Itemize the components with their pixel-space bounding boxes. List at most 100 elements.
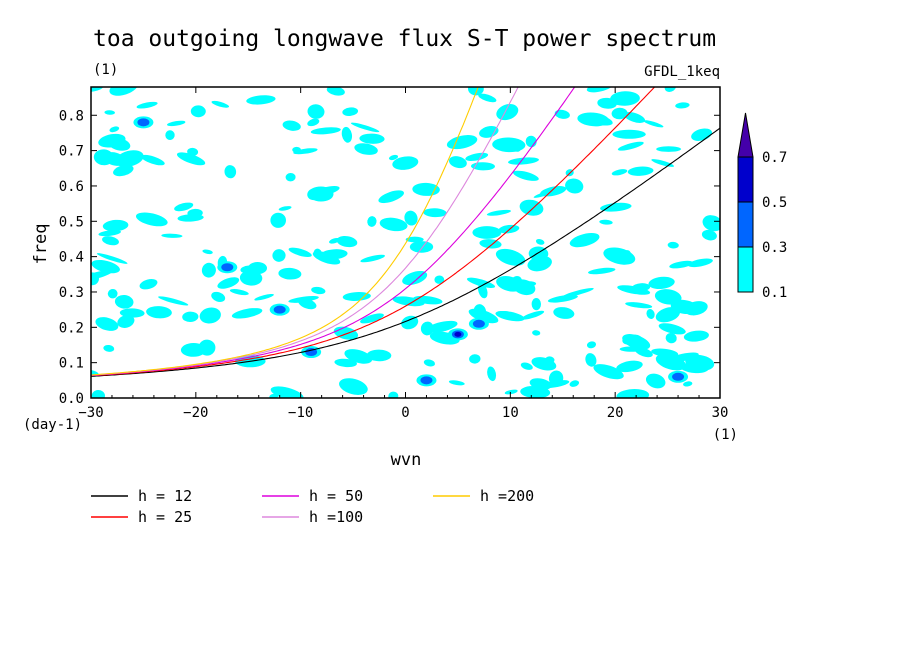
contour-patch xyxy=(646,308,655,320)
contour-patch xyxy=(658,323,686,335)
contour-patch xyxy=(569,233,600,248)
contour-patch xyxy=(310,127,341,135)
y-tick-label: 0.5 xyxy=(59,214,84,230)
contour-patch xyxy=(109,126,120,133)
contour-patch xyxy=(512,147,521,152)
y-tick-label: 0.6 xyxy=(59,179,84,195)
contour-patch xyxy=(479,239,502,249)
contour-patch xyxy=(367,216,377,227)
contour-patch xyxy=(533,187,563,198)
contour-patch xyxy=(667,241,679,249)
y-tick-label: 0.2 xyxy=(59,320,84,336)
contour-patch xyxy=(587,267,616,275)
contour-patch xyxy=(547,294,578,303)
legend-label: h = 25 xyxy=(138,508,192,526)
contour-patch xyxy=(473,304,487,319)
contour-patch xyxy=(520,385,551,398)
contour-patch-mid xyxy=(472,319,485,328)
contour-patch xyxy=(334,358,357,368)
contour-patch xyxy=(492,137,526,153)
colorbar-segment xyxy=(737,201,754,248)
y-tick-label: 0.0 xyxy=(59,391,84,407)
contour-patch xyxy=(504,389,518,395)
contour-patch xyxy=(651,348,679,358)
contour-patch xyxy=(342,107,359,116)
contour-patch xyxy=(701,229,717,241)
contour-patch xyxy=(246,95,276,105)
contour-patch xyxy=(619,346,644,352)
contour-patch xyxy=(248,262,267,275)
y-tick-label: 0.4 xyxy=(59,250,84,266)
contour-patch xyxy=(520,362,533,370)
contour-patch xyxy=(167,120,186,127)
contour-patch xyxy=(469,354,481,364)
colorbar-segment xyxy=(737,156,754,203)
y-tick-label: 0.1 xyxy=(59,356,84,372)
contour-patch xyxy=(379,217,408,232)
contour-patch xyxy=(165,130,175,140)
contour-patch xyxy=(135,212,168,227)
contour-patch xyxy=(354,143,378,155)
contour-patch xyxy=(278,267,302,280)
contour-patch xyxy=(328,237,340,244)
contour-patch xyxy=(378,190,404,204)
contour-patch xyxy=(603,247,636,265)
contour-patch xyxy=(531,357,557,371)
contour-patch xyxy=(401,315,419,330)
contour-patch xyxy=(666,352,699,363)
contour-patch xyxy=(532,330,541,336)
contour-patch xyxy=(565,178,584,194)
contour-patch xyxy=(402,270,428,286)
contour-patch xyxy=(569,380,580,387)
contour-patch xyxy=(288,247,312,257)
legend-label: h =100 xyxy=(309,508,363,526)
contour-patch xyxy=(496,104,519,121)
contour-patch xyxy=(102,236,119,246)
contour-patch xyxy=(231,308,263,319)
contour-patch xyxy=(91,259,120,274)
contour-patch xyxy=(272,249,286,262)
contour-patch xyxy=(161,233,183,238)
contour-patch xyxy=(654,289,682,305)
contour-patch xyxy=(446,135,478,150)
legend: h = 12 h = 25 h = 50 h =100 h =200 xyxy=(91,487,534,526)
y-axis: 0.0 0.1 0.2 0.3 0.4 0.5 0.6 0.7 0.8 xyxy=(59,108,720,407)
x-tick-label: 10 xyxy=(502,405,519,421)
contour-patch xyxy=(683,330,709,342)
units-label: (1) xyxy=(93,62,118,78)
y-tick-label: 0.8 xyxy=(59,108,84,124)
contour-patch xyxy=(278,206,292,211)
contour-field xyxy=(91,87,720,398)
contour-patch xyxy=(404,210,418,226)
contour-patch xyxy=(136,101,158,109)
legend-label: h = 50 xyxy=(309,487,363,505)
contour-patch xyxy=(409,241,434,253)
contour-patch xyxy=(423,359,436,367)
curve-h-25 xyxy=(91,87,656,377)
legend-label: h =200 xyxy=(480,487,534,505)
contour-patch xyxy=(182,311,199,323)
x-tick-label: 0 xyxy=(401,405,409,421)
contour-patch xyxy=(307,104,325,119)
contour-patch xyxy=(478,283,488,299)
contour-patch xyxy=(336,236,358,248)
contour-patch xyxy=(495,310,525,322)
contour-patch xyxy=(201,262,216,278)
contour-patch xyxy=(211,291,226,302)
contour-patch xyxy=(562,287,594,298)
contour-patch xyxy=(420,321,434,336)
contour-patch xyxy=(96,253,128,264)
contour-patch xyxy=(344,349,373,364)
contour-patch xyxy=(617,285,651,295)
contour-patch xyxy=(521,310,545,320)
contour-patch xyxy=(702,215,720,232)
contour-patch xyxy=(448,380,465,386)
colorbar-label: 0.1 xyxy=(762,285,787,301)
contour-patch xyxy=(392,156,419,170)
contour-patch xyxy=(176,152,206,166)
contour-patch xyxy=(229,289,249,296)
contour-patch xyxy=(311,286,326,295)
contour-patch xyxy=(388,391,399,398)
contour-patch xyxy=(687,258,713,268)
contour-patch xyxy=(423,208,447,218)
